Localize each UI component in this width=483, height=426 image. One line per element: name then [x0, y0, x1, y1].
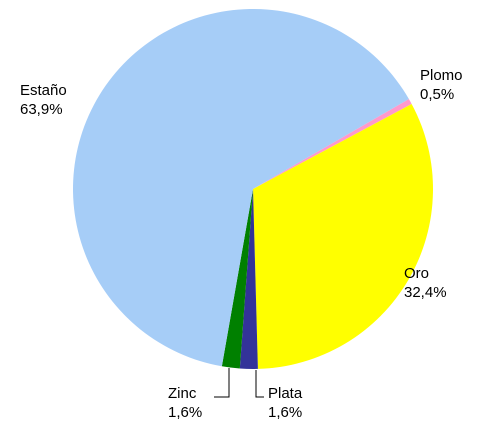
leader-line [255, 370, 264, 398]
slice-label: Plata [268, 385, 303, 402]
slice-label: Zinc [168, 385, 197, 402]
pie-slice [253, 103, 433, 369]
pie [73, 8, 433, 369]
pie-slice [73, 8, 409, 367]
slice-label: Oro [404, 265, 429, 282]
pie-slice [221, 189, 253, 369]
slice-value-label: 63,9% [20, 101, 63, 118]
slice-value-label: 1,6% [268, 404, 302, 421]
slice-value-label: 32,4% [404, 284, 447, 301]
slice-label: Plomo [420, 67, 463, 84]
slice-value-label: 1,6% [168, 404, 202, 421]
leader-line [214, 368, 230, 398]
pie-slice [253, 99, 412, 189]
slice-value-label: 0,5% [420, 86, 454, 103]
pie-slice [239, 189, 258, 369]
slice-label: Estaño [20, 82, 67, 99]
